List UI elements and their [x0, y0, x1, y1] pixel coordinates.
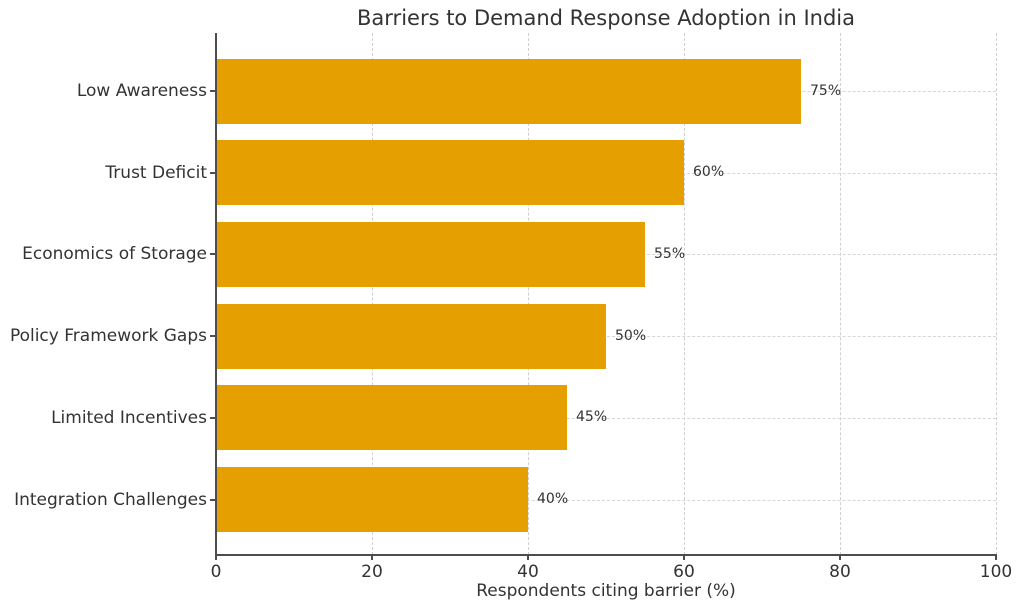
x-axis-tick — [683, 555, 685, 560]
x-axis-tick — [527, 555, 529, 560]
x-axis-tick — [215, 555, 217, 560]
bar-value-label: 60% — [693, 164, 725, 181]
y-axis-tick — [210, 498, 216, 501]
x-axis-spine — [215, 554, 997, 556]
category-label: Integration Challenges — [14, 489, 207, 510]
category-label: Limited Incentives — [51, 407, 207, 428]
vertical-gridline — [372, 33, 373, 555]
y-axis-tick — [210, 253, 216, 256]
vertical-gridline — [840, 33, 841, 555]
category-label: Policy Framework Gaps — [9, 326, 207, 347]
horizontal-gridline — [216, 336, 996, 338]
x-tick-label: 0 — [210, 562, 222, 582]
category-label: Low Awareness — [76, 81, 207, 101]
y-axis-spine — [215, 33, 217, 555]
bar-value-label: 50% — [615, 327, 647, 344]
x-tick-label: 80 — [829, 562, 851, 582]
bar-economics-of-storage — [216, 221, 645, 287]
x-axis-label: Respondents citing barrier (%) — [476, 581, 736, 601]
x-tick-label: 60 — [673, 562, 695, 582]
bar-integration-challenges — [216, 467, 528, 532]
y-axis-tick — [210, 171, 216, 174]
bar-value-label: 75% — [810, 82, 842, 99]
x-axis-tick — [371, 555, 373, 560]
y-axis-tick — [210, 90, 216, 92]
y-axis-tick — [210, 335, 216, 338]
x-axis-tick — [839, 555, 841, 560]
horizontal-gridline — [216, 499, 996, 501]
bar-trust-deficit — [216, 140, 684, 206]
bar-low-awareness — [216, 58, 801, 124]
y-axis-tick — [210, 416, 216, 419]
bar-value-label: 55% — [654, 245, 686, 262]
x-tick-label: 100 — [979, 562, 1013, 582]
vertical-gridline — [684, 33, 685, 555]
x-tick-label: 40 — [517, 562, 539, 582]
x-tick-label: 20 — [361, 562, 383, 582]
horizontal-gridline — [216, 417, 996, 419]
bar-value-label: 40% — [537, 491, 569, 507]
vertical-gridline — [996, 33, 997, 555]
bar-value-label: 45% — [576, 409, 608, 426]
category-label: Economics of Storage — [22, 244, 207, 265]
bar-policy-framework-gaps — [216, 303, 606, 369]
vertical-gridline — [528, 33, 529, 555]
x-axis-tick — [995, 555, 997, 560]
bar-limited-incentives — [216, 385, 567, 451]
plot-area: 75% 60% 55% 50% 45% 40% 0 20 40 60 80 100 Low Aware… — [10, 33, 1012, 582]
category-label: Trust Deficit — [105, 162, 207, 183]
chart-title: Barriers to Demand Response Adoption in … — [357, 6, 855, 30]
